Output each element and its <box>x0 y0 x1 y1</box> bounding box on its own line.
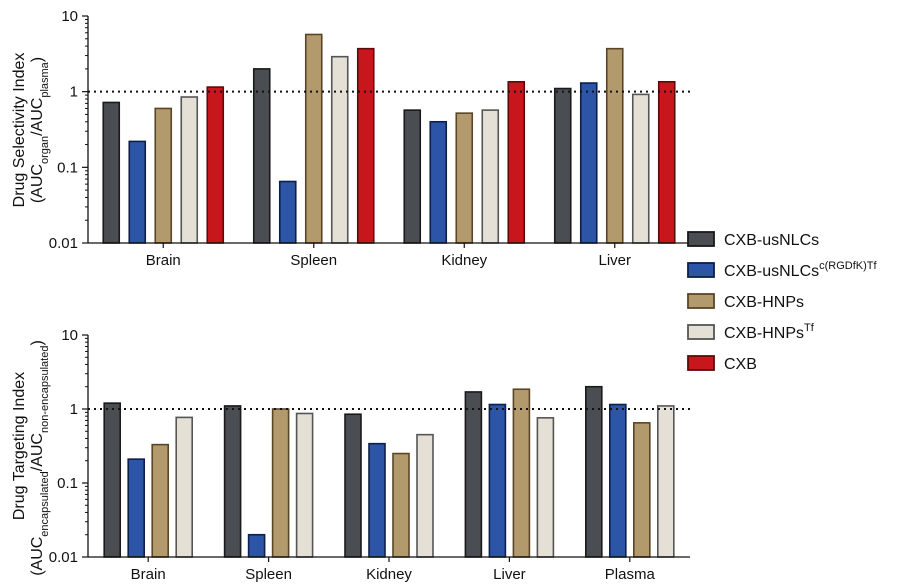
targeting-xtick-label: Kidney <box>366 566 412 583</box>
selectivity-xtick-label: Brain <box>146 252 181 269</box>
selectivity-bar <box>330 55 349 244</box>
targeting-xtick-label: Plasma <box>605 566 656 583</box>
selectivity-bar <box>206 86 225 244</box>
legend-label: CXB-HNPsTf <box>724 322 815 342</box>
selectivity-bar <box>278 180 297 244</box>
targeting-ytick-label: 10 <box>61 327 78 344</box>
selectivity-ytick-label: 0.01 <box>49 235 78 252</box>
targeting-xtick-label: Spleen <box>245 566 292 583</box>
selectivity-y-ticks: 10 1 0.1 0.01 <box>49 8 88 252</box>
selectivity-bar <box>180 96 199 244</box>
selectivity-ylabel-line2: (AUCorgan/AUCplasma) <box>29 57 51 203</box>
targeting-bar <box>103 402 121 558</box>
legend-label: CXB-usNLCsc(RGDfK)Tf <box>724 260 878 280</box>
selectivity-bar <box>507 81 526 244</box>
targeting-ytick-label: 0.01 <box>49 549 78 566</box>
legend-label: CXB-HNPs <box>724 294 804 311</box>
selectivity-chart: 10 1 0.1 0.01 Brain Spleen Kidney Liver Drug S… <box>11 8 690 269</box>
targeting-bar <box>127 458 145 558</box>
targeting-x-ticks: Brain Spleen Kidney Liver Plasma <box>131 557 656 583</box>
targeting-bar <box>344 413 362 558</box>
selectivity-xtick-label: Liver <box>598 252 631 269</box>
targeting-bar <box>295 412 314 558</box>
targeting-ytick-label: 0.1 <box>57 475 78 492</box>
selectivity-ylabel-line1: Drug Selectivity Index <box>11 53 28 208</box>
legend-label: CXB <box>724 356 757 373</box>
legend-swatch <box>687 355 715 371</box>
selectivity-bar <box>631 93 650 244</box>
selectivity-bar <box>605 47 624 244</box>
targeting-ylabel-line1: Drug Targeting Index <box>11 372 28 520</box>
legend-label: CXB-usNLCs <box>724 232 819 249</box>
selectivity-bar <box>102 101 121 244</box>
legend-swatch <box>687 231 715 247</box>
targeting-bar <box>223 405 242 558</box>
selectivity-bar <box>128 140 147 244</box>
targeting-bar <box>151 443 169 558</box>
targeting-bar <box>416 433 434 558</box>
targeting-bar <box>175 416 193 558</box>
selectivity-ytick-label: 1 <box>70 84 78 101</box>
selectivity-bar <box>481 109 500 244</box>
selectivity-bar <box>429 120 448 244</box>
targeting-bar <box>608 403 627 558</box>
legend-swatch <box>687 262 715 278</box>
selectivity-bar <box>154 107 173 244</box>
legend-swatch <box>687 293 715 309</box>
targeting-y-ticks: 10 1 0.1 0.01 <box>49 327 88 566</box>
legend-swatch <box>687 324 715 340</box>
targeting-bar <box>656 405 675 558</box>
selectivity-bar <box>252 68 271 244</box>
targeting-bar <box>247 533 266 558</box>
targeting-ylabel-line2: (AUCencapsulated/AUCnon-encapsulated) <box>29 340 51 576</box>
selectivity-x-ticks: Brain Spleen Kidney Liver <box>146 243 631 269</box>
selectivity-bar <box>356 47 375 244</box>
selectivity-bar <box>579 82 598 244</box>
selectivity-bar <box>403 109 422 244</box>
targeting-bar <box>584 385 603 558</box>
targeting-bar <box>512 388 531 558</box>
targeting-bar <box>632 422 651 558</box>
selectivity-bars <box>102 33 676 244</box>
targeting-xtick-label: Liver <box>493 566 526 583</box>
selectivity-xtick-label: Spleen <box>290 252 337 269</box>
selectivity-ytick-label: 10 <box>61 8 78 25</box>
legend: CXB-usNLCs CXB-usNLCsc(RGDfK)Tf CXB-HNPs CX… <box>687 231 878 373</box>
targeting-bar <box>464 391 483 558</box>
targeting-bar <box>368 442 386 558</box>
targeting-bar <box>488 403 507 558</box>
targeting-bar <box>536 417 555 558</box>
targeting-bar <box>271 408 290 558</box>
selectivity-bar <box>455 112 474 244</box>
selectivity-bar <box>657 81 676 244</box>
selectivity-ytick-label: 0.1 <box>57 159 78 176</box>
targeting-xtick-label: Brain <box>131 566 166 583</box>
targeting-bars <box>103 385 675 558</box>
selectivity-bar <box>304 33 323 244</box>
selectivity-bar <box>553 87 572 244</box>
selectivity-xtick-label: Kidney <box>441 252 487 269</box>
targeting-bar <box>392 452 410 558</box>
targeting-ytick-label: 1 <box>70 401 78 418</box>
